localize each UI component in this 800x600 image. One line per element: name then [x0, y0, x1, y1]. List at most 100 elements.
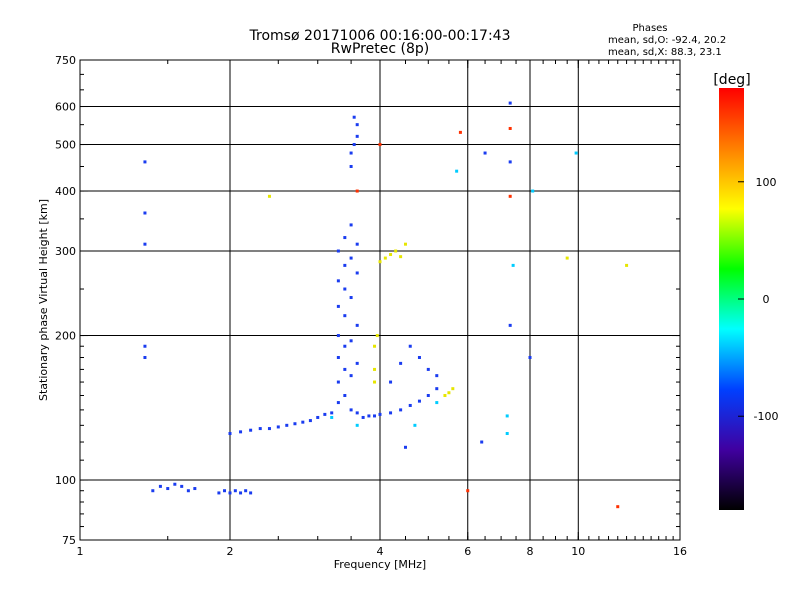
data-point — [349, 164, 353, 168]
data-point — [301, 420, 305, 424]
y-tick-label: 300 — [55, 245, 76, 258]
data-point — [308, 419, 312, 423]
data-point — [143, 344, 147, 348]
data-point — [511, 263, 515, 267]
data-point — [508, 126, 512, 130]
data-point — [336, 279, 340, 283]
data-point — [285, 423, 289, 427]
data-point — [293, 422, 297, 426]
y-tick-label: 600 — [55, 101, 76, 114]
data-point — [417, 399, 421, 403]
data-point — [228, 432, 232, 436]
x-tick-label: 10 — [571, 545, 585, 558]
x-axis-label: Frequency [MHz] — [334, 558, 426, 571]
colorbar-tick-label: -100 — [754, 410, 779, 423]
x-tick-label: 6 — [464, 545, 471, 558]
data-point — [373, 344, 377, 348]
data-point — [528, 355, 532, 359]
data-point — [389, 380, 393, 384]
data-point — [399, 255, 403, 259]
data-point — [403, 242, 407, 246]
data-point — [352, 143, 356, 147]
data-point — [228, 491, 232, 495]
data-point — [336, 380, 340, 384]
data-point — [399, 408, 403, 412]
data-point — [336, 355, 340, 359]
data-point — [361, 415, 365, 419]
y-tick-label: 400 — [55, 185, 76, 198]
data-point — [508, 101, 512, 105]
y-tick-label: 500 — [55, 139, 76, 152]
data-point — [435, 374, 439, 378]
colorbar-tick-label: 100 — [756, 176, 777, 189]
data-point — [223, 489, 227, 493]
data-point — [330, 415, 334, 419]
data-point — [508, 323, 512, 327]
data-point — [349, 339, 353, 343]
data-point — [158, 484, 162, 488]
data-point — [323, 412, 327, 416]
data-point — [151, 489, 155, 493]
data-point — [435, 387, 439, 391]
data-point — [276, 425, 280, 429]
data-point — [373, 380, 377, 384]
data-point — [349, 223, 353, 227]
data-point — [239, 491, 243, 495]
data-point — [336, 401, 340, 405]
phase-info-heading: Phases — [632, 23, 667, 34]
data-point — [483, 151, 487, 155]
data-point — [417, 355, 421, 359]
data-point — [574, 151, 578, 155]
data-point — [378, 143, 382, 147]
data-point — [355, 189, 359, 193]
data-point — [480, 440, 484, 444]
data-point — [336, 334, 340, 338]
data-point — [343, 236, 347, 240]
chart-title: Tromsø 20171006 00:16:00-00:17:43 — [249, 28, 511, 44]
data-point — [408, 344, 412, 348]
data-point — [143, 355, 147, 359]
plot-gridlines — [80, 60, 680, 540]
data-point — [455, 169, 459, 173]
data-point — [267, 427, 271, 431]
x-tick-label: 16 — [673, 545, 687, 558]
data-point — [166, 487, 170, 491]
data-point — [403, 445, 407, 449]
data-point — [343, 344, 347, 348]
data-point — [244, 489, 248, 493]
y-tick-label: 750 — [55, 54, 76, 67]
data-point — [343, 263, 347, 267]
y-tick-label: 75 — [62, 534, 76, 547]
data-point — [426, 367, 430, 371]
data-point — [355, 123, 359, 127]
data-point — [508, 194, 512, 198]
colorbar-tick-label: 0 — [763, 293, 770, 306]
data-point — [426, 394, 430, 398]
data-point — [343, 394, 347, 398]
data-point — [408, 403, 412, 407]
data-point — [373, 414, 377, 418]
colorbar-label: [deg] — [713, 72, 750, 88]
data-point — [217, 491, 221, 495]
data-point — [375, 334, 379, 338]
data-point — [343, 314, 347, 318]
data-point — [625, 263, 629, 267]
data-point — [349, 256, 353, 260]
data-point — [186, 489, 190, 493]
x-tick-label: 1 — [77, 545, 84, 558]
data-point — [413, 423, 417, 427]
data-point — [435, 401, 439, 405]
data-point — [367, 414, 371, 418]
data-point — [173, 482, 177, 486]
data-point — [355, 271, 359, 275]
data-point — [143, 160, 147, 164]
data-point — [394, 249, 398, 253]
data-point — [143, 242, 147, 246]
data-point — [349, 151, 353, 155]
data-point — [258, 427, 262, 431]
data-point — [343, 287, 347, 291]
data-point — [249, 428, 253, 432]
data-point — [451, 387, 455, 391]
data-point — [458, 130, 462, 134]
